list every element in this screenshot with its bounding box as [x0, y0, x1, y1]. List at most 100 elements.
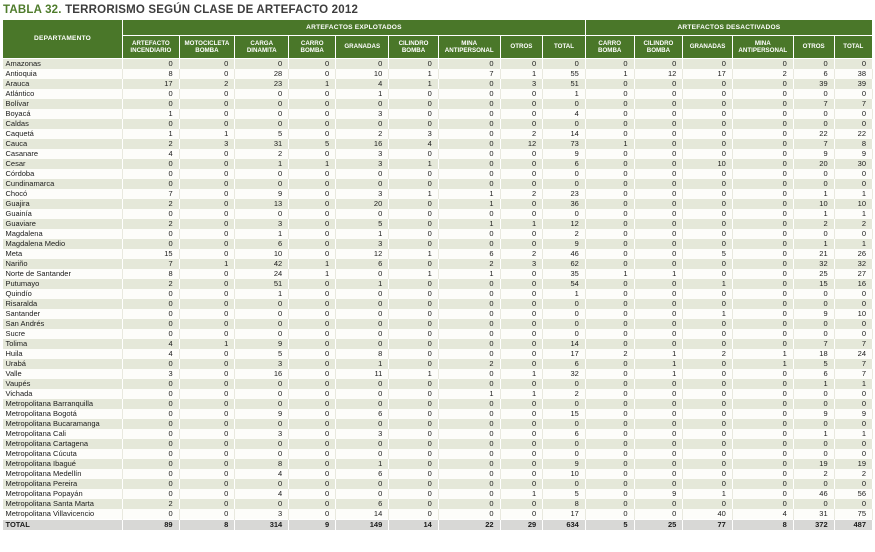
value-cell: 9	[234, 409, 290, 419]
value-cell: 0	[682, 299, 733, 309]
value-cell: 0	[438, 239, 501, 249]
value-cell: 3	[122, 369, 180, 379]
value-cell: 0	[834, 119, 874, 129]
value-cell: 12	[500, 139, 544, 149]
value-cell: 0	[438, 139, 501, 149]
value-cell: 0	[234, 119, 290, 129]
value-cell: 0	[500, 89, 544, 99]
value-cell: 0	[288, 109, 337, 119]
value-cell: 1	[542, 289, 586, 299]
value-cell: 6	[335, 259, 390, 269]
value-cell: 0	[585, 159, 635, 169]
value-cell: 55	[542, 69, 586, 79]
value-cell: 0	[585, 99, 635, 109]
value-cell: 6	[438, 249, 501, 259]
value-cell: 0	[585, 179, 635, 189]
value-cell: 0	[500, 459, 544, 469]
value-cell: 0	[388, 209, 439, 219]
value-cell: 0	[179, 399, 236, 409]
value-cell: 0	[732, 379, 794, 389]
value-cell: 0	[542, 329, 586, 339]
value-cell: 0	[438, 479, 501, 489]
value-cell: 2	[500, 189, 544, 199]
value-cell: 0	[179, 389, 236, 399]
column-header: TOTAL	[542, 35, 586, 59]
table-row: Nariño 7 1 42 1 6 0 2 3 62 0 0 0 0 32 32	[2, 259, 874, 269]
value-cell: 0	[585, 509, 635, 520]
value-cell: 0	[234, 419, 290, 429]
value-cell: 27	[834, 269, 874, 279]
value-cell: 0	[793, 419, 835, 429]
value-cell: 2	[834, 219, 874, 229]
value-cell: 1	[438, 199, 501, 209]
value-cell: 0	[122, 419, 180, 429]
value-cell: 30	[834, 159, 874, 169]
value-cell: 0	[288, 429, 337, 439]
value-cell: 7	[834, 359, 874, 369]
department-cell: Quindío	[2, 289, 124, 299]
value-cell: 0	[388, 239, 439, 249]
value-cell: 1	[634, 369, 684, 379]
value-cell: 1	[122, 109, 180, 119]
column-header: GRANADAS	[682, 35, 733, 59]
department-cell: Valle	[2, 369, 124, 379]
value-cell: 0	[732, 259, 794, 269]
value-cell: 1	[388, 369, 439, 379]
value-cell: 6	[335, 499, 390, 509]
value-cell: 3	[500, 259, 544, 269]
value-cell: 0	[585, 299, 635, 309]
value-cell: 0	[585, 419, 635, 429]
value-cell: 0	[542, 399, 586, 409]
value-cell: 9	[834, 409, 874, 419]
value-cell: 0	[388, 489, 439, 499]
value-cell: 0	[682, 399, 733, 409]
value-cell: 0	[388, 399, 439, 409]
value-cell: 32	[834, 259, 874, 269]
value-cell: 0	[634, 309, 684, 319]
value-cell: 8	[834, 139, 874, 149]
table-row: Metropolitana Ibagué 0 0 8 0 1 0 0 0 9 0 0 0 0 19 19	[2, 459, 874, 469]
value-cell: 0	[542, 99, 586, 109]
value-cell: 0	[288, 309, 337, 319]
value-cell: 0	[388, 119, 439, 129]
value-cell: 0	[500, 229, 544, 239]
value-cell: 0	[438, 99, 501, 109]
table-footer: TOTAL 89 8 314 9 149 14 22 29 634 5 25 77 8 372 487	[2, 519, 874, 530]
value-cell: 6	[793, 369, 835, 379]
value-cell: 0	[288, 249, 337, 259]
value-cell: 0	[234, 58, 290, 69]
table-row: Vaupés 0 0 0 0 0 0 0 0 0 0 0 0 0 1 1	[2, 379, 874, 389]
value-cell: 0	[388, 229, 439, 239]
table-row: Vichada 0 0 0 0 0 0 1 1 2 0 0 0 0 0 0	[2, 389, 874, 399]
total-value-cell: 22	[438, 519, 501, 530]
value-cell: 0	[634, 159, 684, 169]
total-value-cell: 89	[122, 519, 180, 530]
value-cell: 2	[122, 279, 180, 289]
value-cell: 0	[585, 469, 635, 479]
value-cell: 0	[179, 149, 236, 159]
value-cell: 0	[732, 449, 794, 459]
department-cell: Nariño	[2, 259, 124, 269]
value-cell: 0	[388, 429, 439, 439]
value-cell: 0	[682, 189, 733, 199]
value-cell: 0	[634, 499, 684, 509]
value-cell: 9	[834, 149, 874, 159]
value-cell: 0	[234, 99, 290, 109]
value-cell: 0	[585, 439, 635, 449]
value-cell: 17	[542, 509, 586, 520]
value-cell: 0	[585, 389, 635, 399]
value-cell: 0	[335, 179, 390, 189]
value-cell: 0	[179, 319, 236, 329]
value-cell: 4	[542, 109, 586, 119]
value-cell: 1	[288, 79, 337, 89]
value-cell: 0	[500, 379, 544, 389]
value-cell: 0	[438, 459, 501, 469]
value-cell: 24	[234, 269, 290, 279]
value-cell: 0	[634, 449, 684, 459]
value-cell: 0	[234, 309, 290, 319]
department-cell: Risaralda	[2, 299, 124, 309]
value-cell: 20	[793, 159, 835, 169]
value-cell: 0	[438, 439, 501, 449]
value-cell: 0	[500, 58, 544, 69]
value-cell: 0	[335, 269, 390, 279]
